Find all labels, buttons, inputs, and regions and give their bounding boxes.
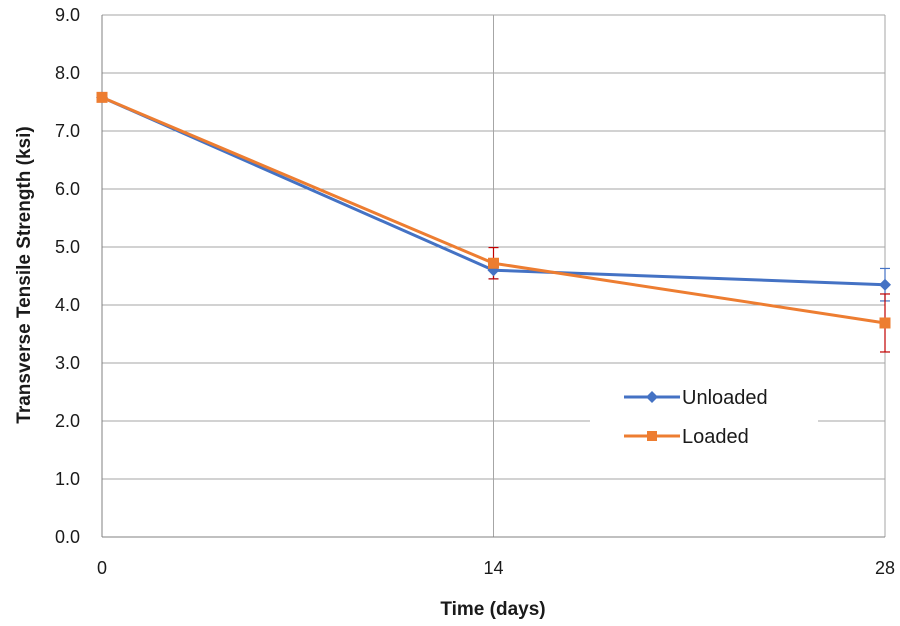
x-tick-label: 14: [483, 558, 503, 578]
legend-marker-loaded: [647, 431, 657, 441]
legend-label-unloaded: Unloaded: [682, 387, 768, 409]
data-markers: [96, 91, 891, 329]
y-axis-title: Transverse Tensile Strength (ksi): [14, 126, 35, 423]
legend-label-loaded: Loaded: [682, 426, 749, 448]
y-tick-label: 0.0: [55, 527, 80, 547]
y-tick-label: 5.0: [55, 237, 80, 257]
legend-marker-unloaded: [646, 391, 658, 403]
data-point-loaded: [488, 257, 499, 269]
legend-entry-loaded: Loaded: [624, 426, 749, 448]
axes: 0.0 1.0 2.0 3.0 4.0 5.0 6.0 7.0 8.0 9.0 0 14 28: [55, 5, 895, 578]
x-tick-label: 28: [875, 558, 895, 578]
data-point-loaded: [879, 317, 891, 329]
data-point-loaded: [96, 91, 108, 103]
legend-entry-unloaded: Unloaded: [624, 387, 768, 409]
y-tick-label: 4.0: [55, 295, 80, 315]
y-tick-label: 2.0: [55, 411, 80, 431]
y-tick-label: 7.0: [55, 121, 80, 141]
x-tick-label: 0: [97, 558, 107, 578]
y-tick-label: 1.0: [55, 469, 80, 489]
x-axis-title: Time (days): [440, 599, 545, 620]
y-tick-label: 6.0: [55, 179, 80, 199]
y-tick-label: 9.0: [55, 5, 80, 25]
legend: Unloaded Loaded: [590, 370, 818, 466]
y-tick-label: 3.0: [55, 353, 80, 373]
y-tick-label: 8.0: [55, 63, 80, 83]
legend-box: [590, 370, 818, 466]
error-bars: [488, 246, 890, 353]
data-point-unloaded: [879, 278, 891, 291]
